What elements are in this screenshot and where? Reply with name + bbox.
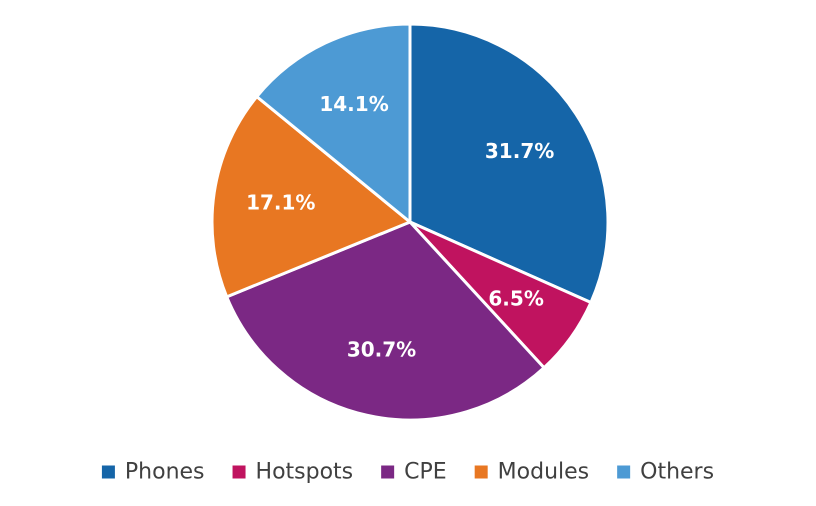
legend-swatch-cpe [381, 465, 395, 479]
legend-swatch-others [617, 465, 631, 479]
legend-item-phones: Phones [101, 460, 205, 485]
pie-slice-cpe [225, 220, 546, 422]
legend-swatch-modules [474, 465, 488, 479]
legend-swatch-phones [101, 465, 115, 479]
legend-label-cpe: CPE [404, 460, 447, 485]
data-label-phones: 31.7% [485, 139, 554, 163]
legend-label-others: Others [640, 460, 714, 485]
legend-item-hotspots: Hotspots [232, 460, 354, 485]
legend-item-others: Others [617, 460, 714, 485]
chart-legend: Phones Hotspots CPE Modules Others [101, 460, 714, 485]
pie-data-labels: 31.7% 6.5% 30.7% 17.1% 14.1% [246, 92, 554, 362]
data-label-hotspots: 6.5% [488, 286, 543, 310]
data-label-others: 14.1% [319, 92, 388, 116]
legend-label-modules: Modules [498, 460, 589, 485]
data-label-cpe: 30.7% [347, 338, 416, 362]
pie-slice-modules [210, 95, 412, 299]
pie-slice-others [255, 22, 412, 224]
pie-slice-phones [408, 22, 610, 305]
legend-item-modules: Modules [474, 460, 589, 485]
legend-label-hotspots: Hotspots [256, 460, 354, 485]
legend-label-phones: Phones [125, 460, 205, 485]
data-label-modules: 17.1% [246, 191, 315, 215]
legend-swatch-hotspots [232, 465, 246, 479]
pie-slices [210, 22, 610, 422]
legend-item-cpe: CPE [381, 460, 447, 485]
